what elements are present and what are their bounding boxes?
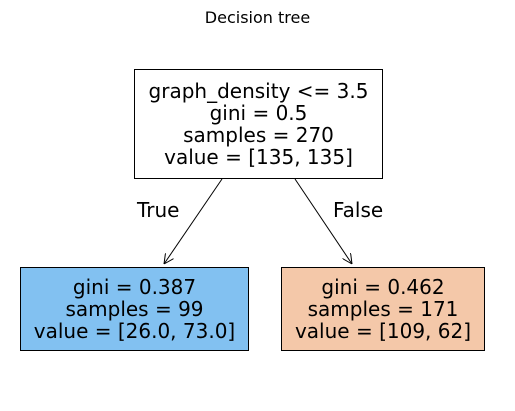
root-node: graph_density <= 3.5 gini = 0.5 samples … xyxy=(134,69,383,179)
right-leaf-node: gini = 0.462 samples = 171 value = [109,… xyxy=(281,267,485,351)
edge-root-to-right xyxy=(294,178,352,264)
right-value: value = [109, 62] xyxy=(294,319,472,343)
figure-title: Decision tree xyxy=(204,8,311,27)
root-gini: gini = 0.5 xyxy=(209,101,308,125)
root-samples: samples = 270 xyxy=(183,123,334,147)
left-value: value = [26.0, 73.0] xyxy=(33,319,236,343)
root-value: value = [135, 135] xyxy=(164,145,353,169)
left-leaf-node: gini = 0.387 samples = 99 value = [26.0,… xyxy=(20,267,249,351)
edge-label-true: True xyxy=(137,198,180,222)
edge-label-false: False xyxy=(333,198,384,222)
left-samples: samples = 99 xyxy=(65,297,204,321)
right-gini: gini = 0.462 xyxy=(321,275,445,299)
edge-root-to-left xyxy=(164,178,223,264)
root-split-condition: graph_density <= 3.5 xyxy=(148,79,369,103)
right-samples: samples = 171 xyxy=(307,297,459,321)
left-gini: gini = 0.387 xyxy=(72,275,197,299)
